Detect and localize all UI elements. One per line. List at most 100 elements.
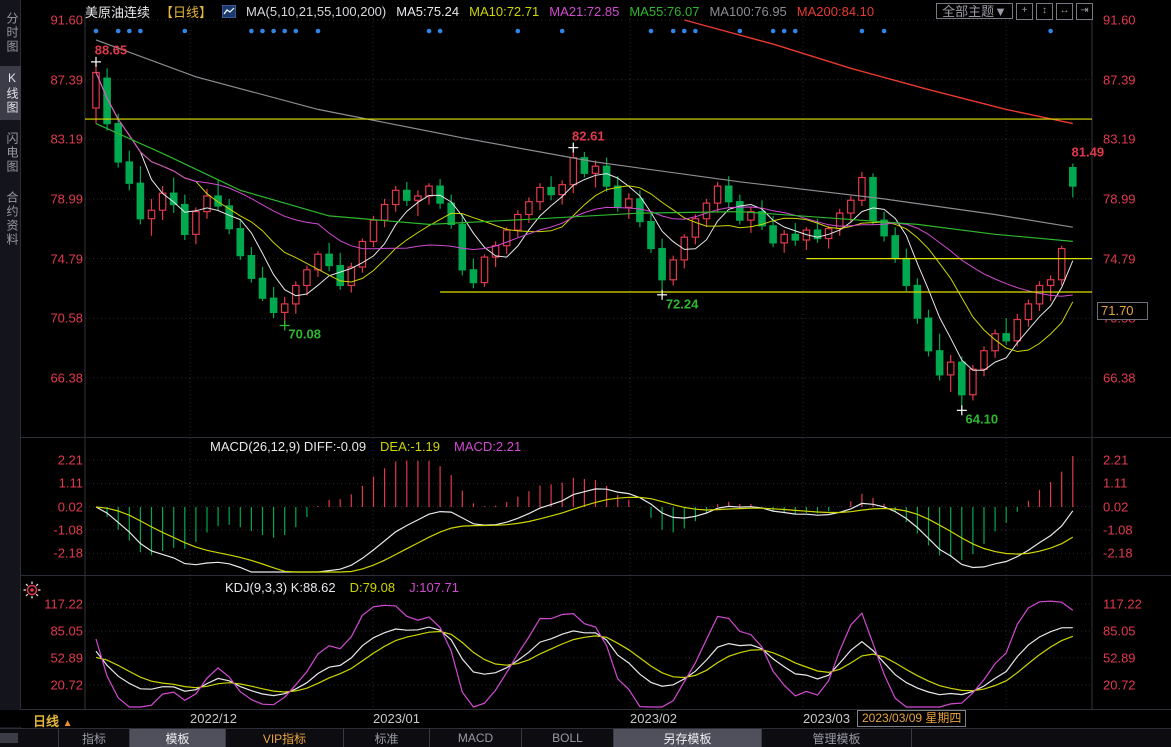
indicator-header-part: KDJ(9,3,3) K:88.62 — [225, 580, 336, 595]
scale-x-axis-icon[interactable]: ↔ — [1056, 2, 1073, 20]
y-axis-label: 74.79 — [50, 251, 83, 267]
event-dot[interactable] — [271, 28, 276, 34]
event-dot[interactable] — [315, 28, 321, 34]
candles-group — [92, 61, 1077, 411]
y-axis-label: -1.08 — [1103, 522, 1133, 538]
ma-value: MA10:72.71 — [469, 3, 540, 19]
y-axis-label: 2.21 — [1103, 452, 1129, 468]
indicators-group — [85, 19, 1092, 708]
bottom-toolbar: 指标 模板 VIP指标 标准 MACD BOLL 另存模板 管理模板 — [0, 728, 1171, 747]
period-label[interactable]: 日线 ▲ — [33, 711, 73, 730]
price-annotation: 72.24 — [665, 296, 699, 312]
y-axis-label: 87.39 — [50, 72, 83, 88]
event-dot[interactable] — [781, 28, 787, 34]
toolbar-tabs: 指标 模板 VIP指标 标准 MACD BOLL 另存模板 管理模板 — [58, 729, 912, 747]
event-dot[interactable] — [682, 28, 687, 34]
macd-kdj-separator — [21, 575, 1171, 576]
toolbar-tab-1[interactable]: 模板 — [130, 729, 226, 747]
scale-y-axis-icon[interactable]: ↕ — [1036, 2, 1053, 20]
kdj-xaxis-separator — [21, 709, 1171, 710]
x-axis-date-label: 2023/01 — [373, 711, 420, 726]
event-dot[interactable] — [127, 28, 132, 34]
y-axis-label: 85.05 — [1103, 623, 1136, 639]
y-axis-label: -2.18 — [1103, 545, 1133, 561]
y-axis-label: 117.22 — [44, 596, 83, 612]
event-dot[interactable] — [737, 28, 743, 34]
x-axis-date-label: 2023/03 — [803, 711, 850, 726]
header-controls: 全部主题▼ + ↕ ↔ ⇥ — [936, 2, 1093, 20]
y-axis-label: 85.05 — [50, 623, 83, 639]
event-dot[interactable] — [426, 28, 432, 34]
ma-values: MA5:75.24 MA10:72.71 MA21:72.85 MA55:76.07 M… — [396, 4, 884, 19]
y-axis-label: 83.19 — [50, 131, 83, 147]
sidebar-tab-3[interactable]: 合约资料 — [5, 191, 19, 247]
event-dot[interactable] — [793, 28, 798, 34]
y-axis-label: 70.58 — [50, 310, 83, 326]
y-axis-label: 1.11 — [58, 475, 83, 491]
toolbar-scroll-nub[interactable] — [0, 733, 18, 743]
sidebar-tab-2[interactable]: 闪电图 — [5, 132, 19, 174]
event-dot[interactable] — [693, 28, 698, 34]
kdj-header: KDJ(9,3,3) K:88.62 D:79.08 J:107.71 — [225, 580, 473, 595]
event-dot[interactable] — [770, 28, 776, 34]
indicator-header-part: MACD(26,12,9) DIFF:-0.09 — [210, 439, 367, 454]
ma-params-label: MA(5,10,21,55,100,200) — [246, 3, 387, 19]
toolbar-tab-5[interactable]: BOLL — [522, 729, 614, 747]
toolbar-tab-3[interactable]: 标准 — [344, 729, 430, 747]
pan-right-icon[interactable]: ⇥ — [1076, 2, 1093, 20]
period-label-text: 日线 — [33, 714, 60, 729]
event-dot[interactable] — [93, 28, 99, 34]
y-axis-label: 78.99 — [50, 191, 83, 207]
price-annotation: 64.10 — [965, 411, 999, 427]
left-sidebar: 分时图 K线图闪电图合约资料 — [0, 0, 21, 747]
ma-chart-icon — [221, 4, 237, 18]
y-axis-label: 66.38 — [50, 370, 83, 386]
ma-value: MA5:75.24 — [396, 3, 460, 19]
toolbar-tab-4[interactable]: MACD — [430, 729, 522, 747]
crosshair-icon[interactable]: + — [1016, 2, 1033, 20]
chart-header: 美原油连续 【日线】 MA(5,10,21,55,100,200) MA5:75… — [85, 0, 1093, 22]
cursor-date-box: 2023/03/09 星期四 — [857, 710, 967, 727]
event-dot[interactable] — [115, 28, 121, 34]
header-icon-buttons: + ↕ ↔ ⇥ — [1016, 2, 1093, 20]
y-axis-label: 74.79 — [1103, 251, 1136, 267]
theme-dropdown[interactable]: 全部主题▼ — [936, 3, 1013, 19]
price-marker-badge: 71.70 — [1097, 302, 1148, 320]
toolbar-tab-0[interactable]: 指标 — [58, 729, 130, 747]
y-axis-label: 83.19 — [1103, 131, 1136, 147]
period-tag: 【日线】 — [160, 4, 213, 20]
event-dot[interactable] — [559, 28, 565, 34]
indicator-header-part: MACD:2.21 — [454, 439, 522, 454]
event-dot[interactable] — [670, 28, 676, 34]
x-axis-row: 日线 ▲ 2022/12 2023/01 2023/02 2023/03 2023/0… — [0, 710, 1171, 730]
y-axis-label: 52.89 — [50, 650, 83, 666]
event-dot[interactable] — [260, 28, 265, 34]
y-axis-label: 52.89 — [1103, 650, 1136, 666]
event-dot[interactable] — [515, 28, 521, 34]
event-dot[interactable] — [282, 28, 288, 34]
indicator-settings-sun-icon[interactable] — [23, 581, 41, 604]
event-dot[interactable] — [437, 28, 443, 34]
event-dot[interactable] — [249, 28, 254, 34]
y-axis-label: 20.72 — [50, 677, 83, 693]
toolbar-tab-2[interactable]: VIP指标 — [226, 729, 344, 747]
toolbar-tab-7[interactable]: 管理模板 — [762, 729, 912, 747]
toolbar-tab-6[interactable]: 另存模板 — [614, 729, 762, 747]
price-annotation: 82.61 — [572, 128, 605, 144]
event-dot[interactable] — [182, 28, 188, 34]
event-dot[interactable] — [138, 28, 143, 34]
price-annotation: 70.08 — [288, 326, 321, 342]
y-axis-label: 66.38 — [1103, 370, 1136, 386]
ma-value: MA55:76.07 — [629, 3, 700, 19]
sidebar-tab-1[interactable]: K线图 — [0, 66, 21, 120]
event-dot[interactable] — [881, 28, 887, 34]
event-dot[interactable] — [859, 28, 865, 34]
sidebar-tab-0[interactable]: 分时图 — [5, 12, 19, 54]
event-dot[interactable] — [1048, 28, 1053, 34]
y-axis-label: 0.02 — [57, 499, 83, 515]
event-dot[interactable] — [648, 28, 654, 34]
event-dot[interactable] — [293, 28, 299, 34]
macd-header: MACD(26,12,9) DIFF:-0.09 DEA:-1.19 MACD:2.… — [210, 439, 535, 454]
